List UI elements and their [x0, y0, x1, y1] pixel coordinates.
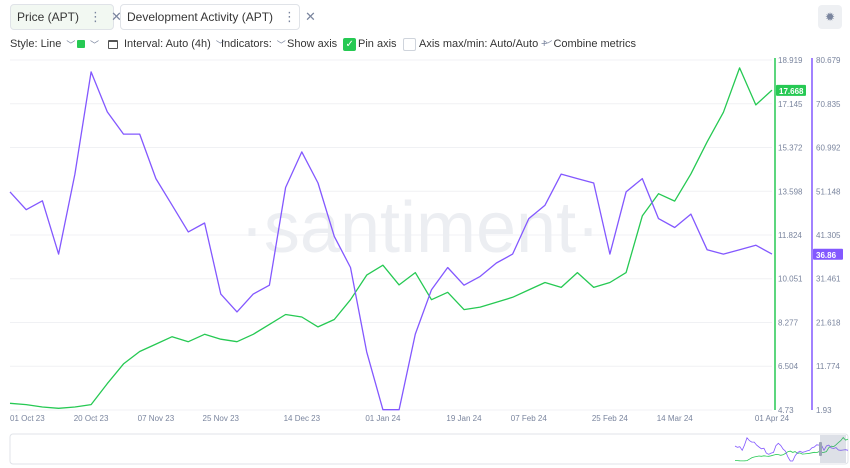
price-axis-tick-label: 4.73 — [778, 406, 794, 415]
minimap-price-line — [734, 436, 849, 462]
minimap-left-handle — [819, 442, 822, 456]
chevron-down-icon: ﹀ — [276, 39, 286, 50]
dev-activity-axis-tick-label: 70.835 — [816, 100, 841, 109]
chevron-down-icon: ﹀ — [215, 39, 225, 50]
chart-lines — [9, 67, 773, 411]
x-axis-tick-label: 01 Jan 24 — [365, 414, 401, 423]
more-dots-icon[interactable]: ⋮ — [89, 9, 102, 24]
minimap-selection — [820, 435, 846, 463]
price-axis-tick-label: 13.598 — [778, 187, 803, 196]
axis-minmax-dropdown[interactable]: Axis max/min: Auto/Auto ﹀ — [419, 36, 552, 52]
x-axis-tick-label: 20 Oct 23 — [74, 414, 109, 423]
price-axis-tick-label: 6.504 — [778, 362, 799, 371]
x-axis-tick-label: 07 Feb 24 — [511, 414, 548, 423]
dev-activity-line — [9, 71, 773, 411]
x-axis-tick-label: 07 Nov 23 — [138, 414, 175, 423]
metric-tab-price[interactable]: Price (APT) ⋮ ✕ — [10, 4, 122, 30]
x-axis-tick-label: 01 Apr 24 — [755, 414, 790, 423]
santiment-watermark: ·santiment· — [240, 188, 600, 268]
indicators-dropdown[interactable]: Indicators: ﹀ — [221, 36, 286, 52]
x-axis-tick-label: 25 Feb 24 — [592, 414, 629, 423]
price-axis-tick-label: 18.919 — [778, 56, 803, 65]
price-axis-tick-label: 8.277 — [778, 319, 799, 328]
x-axis-tick-label: 01 Oct 23 — [10, 414, 45, 423]
show-axis-toggle[interactable]: Show axis ✓ — [287, 36, 357, 52]
dev-activity-axis-tick-label: 11.774 — [816, 362, 840, 371]
dev-activity-axis-tick-label: 31.461 — [816, 275, 841, 284]
close-icon[interactable]: ✕ — [111, 9, 122, 24]
dev-activity-axis-tick-label: 1.93 — [816, 406, 832, 415]
price-axis-tick-label: 11.824 — [778, 231, 802, 240]
close-icon[interactable]: ✕ — [305, 9, 316, 24]
pin-axis-label: Pin axis — [358, 38, 397, 50]
settings-gear-icon[interactable]: ✹ — [818, 5, 842, 29]
price-axis-tick-label: 15.372 — [778, 143, 803, 152]
price-current-badge — [776, 84, 806, 96]
indicators-label: Indicators: — [221, 38, 272, 50]
more-dots-icon[interactable]: ⋮ — [283, 9, 296, 24]
price-line — [9, 67, 773, 409]
dev-activity-axis-tick-label: 21.618 — [816, 318, 841, 327]
pin-axis-checkbox[interactable] — [402, 37, 416, 51]
minimap-frame — [9, 433, 849, 465]
minimap-dev-activity-line — [734, 437, 849, 462]
plus-icon: + — [541, 38, 548, 50]
show-axis-label: Show axis — [287, 38, 338, 50]
x-axis-tick-label: 14 Dec 23 — [284, 414, 321, 423]
price-axis-tick-label: 10.051 — [778, 275, 803, 284]
price-current-value: 17.668 — [779, 87, 804, 96]
color-picker[interactable]: ﹀ — [77, 36, 99, 52]
show-axis-checkbox[interactable]: ✓ — [343, 37, 357, 51]
navigator-minimap[interactable] — [9, 433, 849, 465]
style-label: Style: Line — [10, 38, 62, 50]
chevron-down-icon: ﹀ — [66, 39, 76, 50]
metric-tab-dev-activity[interactable]: Development Activity (APT) ⋮ ✕ — [120, 4, 316, 30]
x-axis-tick-label: 19 Jan 24 — [446, 414, 482, 423]
price-axis-tick-label: 17.145 — [778, 100, 803, 109]
chart-axes: 18.919 17.145 15.372 13.598 11.824 10.051 8.27… — [10, 56, 843, 423]
pin-axis-toggle[interactable]: Pin axis — [358, 36, 416, 52]
metric-tab-price-label: Price (APT) — [17, 10, 80, 24]
dev-activity-axis-tick-label: 60.992 — [816, 143, 841, 152]
combine-metrics-button[interactable]: + Combine metrics — [541, 36, 636, 52]
color-swatch — [77, 40, 85, 48]
metric-tab-dev-activity-label: Development Activity (APT) — [127, 10, 274, 24]
chart-grid — [10, 59, 772, 411]
interval-dropdown[interactable]: Interval: Auto (4h) ﹀ — [108, 36, 225, 52]
dev-activity-current-badge — [813, 248, 843, 260]
chevron-down-icon: ﹀ — [90, 39, 100, 50]
x-axis-tick-label: 25 Nov 23 — [203, 414, 240, 423]
x-axis-tick-label: 14 Mar 24 — [657, 414, 694, 423]
axis-minmax-label: Axis max/min: Auto/Auto — [419, 38, 539, 50]
dev-activity-current-value: 36.86 — [816, 251, 837, 260]
calendar-icon — [108, 39, 118, 49]
dev-activity-axis-tick-label: 80.679 — [816, 56, 841, 65]
dev-activity-axis-tick-label: 51.148 — [816, 187, 841, 196]
chevron-down-icon: ﹀ — [543, 39, 553, 50]
combine-metrics-label: Combine metrics — [553, 38, 636, 50]
style-dropdown[interactable]: Style: Line ﹀ — [10, 36, 75, 52]
dev-activity-axis-tick-label: 41.305 — [816, 231, 841, 240]
interval-label: Interval: Auto (4h) — [124, 38, 211, 50]
chart-toolbar: Style: Line ﹀ ﹀ Interval: Auto (4h) ﹀ In… — [10, 36, 840, 52]
